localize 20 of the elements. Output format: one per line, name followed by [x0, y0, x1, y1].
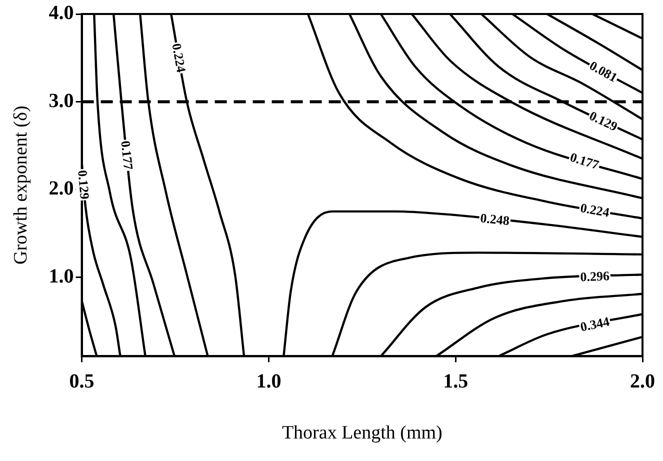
text: 0.224: [169, 42, 190, 74]
series-label: 0.296: [580, 268, 610, 284]
text: 0.177: [568, 149, 602, 172]
text: 0.224: [579, 200, 612, 220]
y-tick-label: 4.0: [48, 2, 74, 24]
text: 0.177: [118, 140, 136, 172]
y-tick-label: 1.0: [48, 265, 74, 288]
y-tick-label: 2.0: [48, 178, 74, 200]
x-axis-title: Thorax Length (mm): [282, 422, 442, 444]
x-tick-label: 2.0: [630, 370, 655, 392]
x-tick-label: 0.5: [69, 370, 94, 392]
y-axis-title: Growth exponent (δ): [10, 106, 32, 265]
text: 0.248: [480, 210, 511, 228]
text: 0.129: [587, 108, 620, 134]
text: 0.344: [578, 314, 612, 334]
y-tick-label: 3.0: [48, 90, 74, 112]
text: 0.081: [587, 58, 620, 85]
text: 0.129: [75, 169, 93, 200]
x-tick-label: 1.5: [443, 370, 468, 392]
x-tick-label: 1.0: [256, 370, 282, 392]
